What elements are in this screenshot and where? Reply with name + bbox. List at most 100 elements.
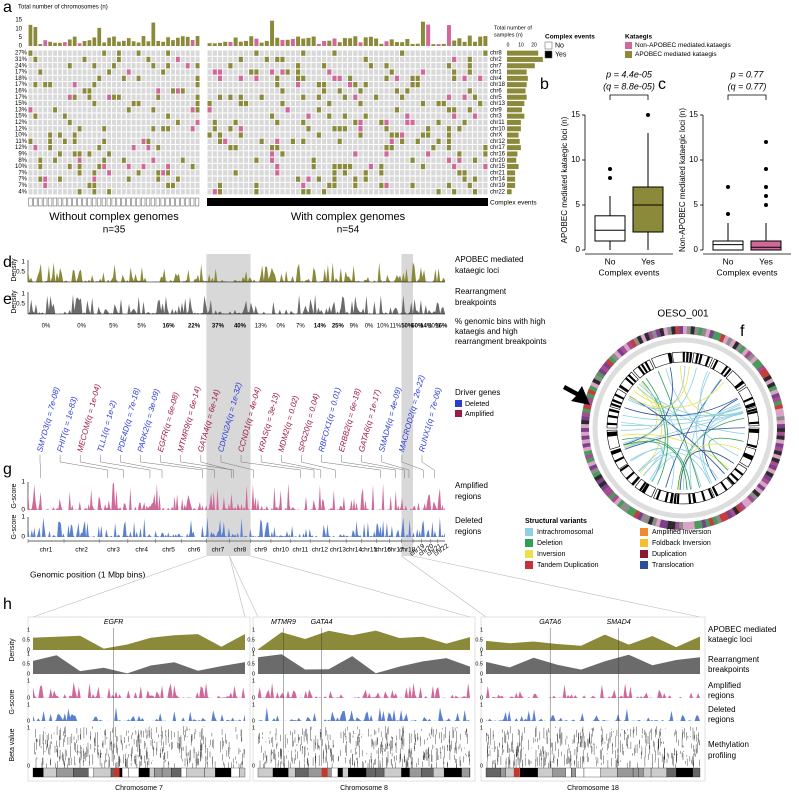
circos-heat (590, 467, 600, 475)
cell (254, 182, 259, 189)
cell (228, 189, 233, 195)
cell (175, 189, 180, 195)
cell (400, 94, 405, 100)
ideogram-band (669, 352, 673, 364)
cell (238, 88, 243, 94)
cell (337, 69, 342, 75)
cell (452, 119, 457, 126)
cell (228, 170, 233, 176)
cell (67, 119, 72, 126)
cell (72, 151, 77, 157)
cell (446, 176, 452, 182)
cell (342, 157, 347, 163)
cell (233, 138, 238, 144)
cell (269, 176, 275, 182)
cell (285, 107, 290, 113)
percent-label: 37% (212, 324, 225, 330)
cell (280, 163, 285, 170)
cell (368, 119, 374, 126)
cell (102, 163, 107, 170)
cell (171, 145, 175, 151)
cell (217, 69, 223, 75)
cell (452, 82, 457, 88)
cell (28, 119, 33, 126)
cell (441, 56, 446, 63)
cell (452, 100, 457, 107)
cell (431, 69, 436, 75)
cell (368, 132, 374, 138)
percent-label: 7% (296, 324, 305, 330)
cell (77, 138, 82, 144)
cell (353, 182, 358, 189)
cell (207, 100, 212, 107)
density-area (33, 655, 245, 674)
cell (280, 157, 285, 163)
cell (136, 69, 141, 75)
cell (327, 163, 332, 170)
cell (238, 100, 243, 107)
cell (389, 88, 394, 94)
cell (146, 82, 151, 88)
cell (254, 50, 259, 56)
cell (156, 176, 161, 182)
cell (156, 182, 161, 189)
cell (212, 63, 217, 69)
cell (116, 94, 121, 100)
cell (457, 113, 462, 119)
cell (483, 56, 488, 63)
cell (67, 170, 72, 176)
sample-bar (507, 170, 516, 176)
cell (126, 50, 131, 56)
cell (431, 151, 436, 157)
cell (431, 126, 436, 132)
sample-bar (507, 157, 517, 163)
cell (363, 50, 368, 56)
cell (175, 132, 180, 138)
cell (102, 100, 107, 107)
driver-gene: SPG20(q = 0.04) (297, 392, 321, 453)
ideogram-band (583, 767, 601, 778)
cell (295, 94, 301, 100)
cell (97, 163, 102, 170)
row-percent: 11% (15, 139, 27, 145)
circos-heat (619, 345, 628, 355)
cell (483, 151, 488, 157)
cell (217, 100, 223, 107)
cell (436, 182, 441, 189)
legend-swatch (640, 528, 648, 536)
cell (207, 151, 212, 157)
cell (223, 132, 228, 138)
cell (301, 119, 306, 126)
cell (121, 88, 126, 94)
cell (195, 50, 200, 56)
cell (436, 170, 441, 176)
driver-gene: TLL1(q = 1e-2) (96, 399, 119, 453)
cell (332, 182, 337, 189)
cell (38, 107, 43, 113)
cell (53, 145, 57, 151)
cell (82, 163, 87, 170)
cell (321, 182, 327, 189)
cell (353, 189, 358, 195)
cell (92, 170, 97, 176)
cell (146, 94, 151, 100)
percent-label: 11% (390, 324, 402, 330)
panel-letter: e (3, 291, 12, 308)
ideogram-band (614, 393, 625, 400)
circos-heat (732, 341, 740, 350)
gene-connector (240, 455, 301, 478)
cell (195, 56, 200, 63)
chr-label: chr4 (135, 547, 148, 554)
cell (62, 157, 67, 163)
cell (472, 182, 478, 189)
cell (57, 119, 62, 126)
cell (446, 113, 452, 119)
circos-heat (763, 473, 772, 482)
cell (374, 63, 379, 69)
cell (67, 157, 72, 163)
cell (238, 176, 243, 182)
cell (415, 189, 420, 195)
percent-label: 50% (411, 324, 424, 330)
cell (249, 157, 254, 163)
cell (151, 138, 156, 144)
